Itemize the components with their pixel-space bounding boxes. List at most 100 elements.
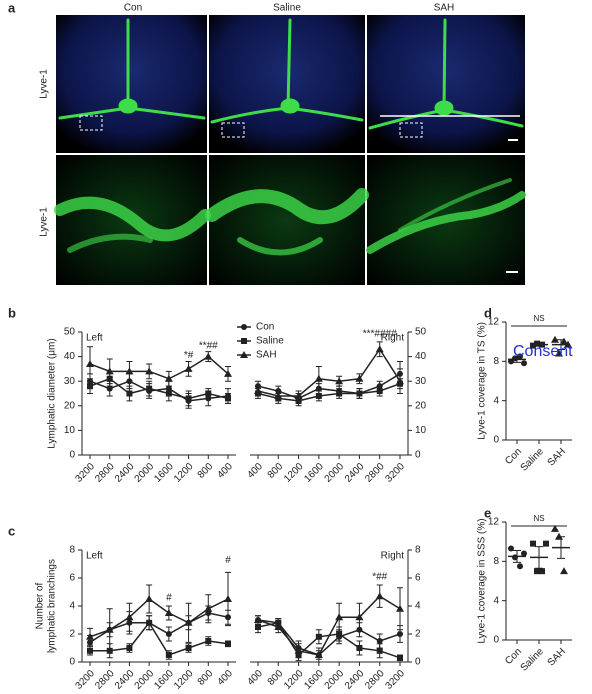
data-point	[543, 540, 549, 547]
data-point	[521, 550, 527, 557]
data-point	[125, 367, 134, 375]
side-label: Left	[86, 551, 103, 562]
x-tick-label: 400	[215, 461, 235, 481]
data-point	[355, 613, 364, 621]
data-point	[376, 638, 383, 644]
x-tick-label: 1200	[282, 668, 306, 692]
data-point	[539, 568, 545, 575]
x-tick-label: 1200	[282, 461, 306, 485]
annotation: #	[225, 555, 231, 566]
data-point	[375, 345, 384, 353]
data-point	[356, 390, 363, 397]
legend-marker	[241, 324, 247, 330]
y-tick-label: 8	[415, 545, 421, 556]
x-tick-label: SAH	[546, 646, 568, 668]
data-point	[274, 391, 283, 399]
data-point	[397, 654, 403, 661]
y-tick-label: 0	[415, 450, 421, 461]
x-tick-label: 1600	[302, 461, 326, 485]
data-point	[204, 352, 213, 360]
y-tick-label: 0	[415, 657, 421, 668]
data-point	[224, 369, 232, 377]
error-bar	[513, 550, 521, 563]
data-point	[165, 631, 172, 637]
data-point	[255, 624, 261, 630]
series-line	[89, 355, 229, 380]
data-point	[87, 647, 93, 654]
y-tick-label: 6	[69, 573, 75, 584]
data-point	[105, 625, 114, 633]
data-point	[146, 619, 153, 626]
x-tick-label: 3200	[383, 668, 407, 692]
data-point	[86, 632, 94, 640]
x-tick-label: 1600	[152, 668, 176, 692]
data-point	[336, 390, 343, 397]
column-label: Saline	[273, 3, 301, 14]
data-point	[294, 391, 303, 399]
data-point	[164, 609, 173, 616]
image	[209, 155, 365, 285]
data-point	[396, 604, 404, 612]
data-point	[105, 367, 114, 375]
data-point	[274, 623, 283, 630]
error-bar	[557, 339, 565, 351]
y-tick-label: 8	[69, 545, 75, 556]
side-label: Right	[381, 551, 405, 562]
panel-letter: c	[8, 523, 15, 538]
panel-letter: d	[484, 305, 492, 320]
y-tick-label: 10	[64, 425, 76, 436]
y-axis-label: Lyve-1 coverage in TS (%)	[477, 322, 488, 440]
legend-label: SAH	[256, 350, 277, 361]
x-tick-label: 2800	[93, 668, 117, 692]
data-point	[551, 335, 559, 343]
data-point	[376, 647, 383, 654]
y-axis-label: Number of	[35, 582, 46, 629]
data-point	[375, 592, 384, 600]
annotation: NS	[533, 314, 544, 323]
y-axis-label: Lymphatic diameter (μm)	[47, 338, 58, 448]
micrographs	[54, 15, 526, 285]
data-point	[87, 383, 93, 390]
data-point	[397, 631, 403, 637]
x-tick-label: 2800	[363, 668, 387, 692]
y-tick-label: 0	[493, 435, 499, 446]
column-label: SAH	[434, 3, 455, 14]
data-point	[225, 640, 231, 647]
legend-marker	[240, 351, 248, 358]
x-tick-label: 400	[245, 461, 265, 481]
data-point	[225, 395, 231, 402]
x-tick-label: 800	[196, 668, 216, 688]
y-tick-label: 50	[64, 327, 76, 338]
data-point	[146, 385, 153, 392]
annotation: *#	[184, 350, 194, 361]
panel-letter: e	[484, 505, 491, 520]
x-tick-label: 1200	[172, 461, 196, 485]
column-label: Con	[124, 3, 142, 14]
x-tick-label: SAH	[546, 446, 568, 468]
error-bar	[535, 546, 543, 569]
y-tick-label: 30	[415, 376, 427, 387]
data-point	[530, 342, 536, 349]
y-tick-label: 4	[493, 395, 499, 406]
data-point	[356, 645, 363, 651]
x-tick-label: 2400	[343, 461, 367, 485]
y-tick-label: 12	[488, 317, 500, 328]
data-point	[508, 545, 514, 552]
x-tick-label: 1600	[302, 668, 326, 692]
series-line	[89, 612, 229, 644]
data-point	[355, 374, 364, 382]
y-tick-label: 4	[69, 601, 75, 612]
data-point	[86, 359, 94, 367]
y-tick-label: 20	[64, 400, 76, 411]
x-tick-label: 2000	[133, 461, 157, 485]
side-label: Left	[86, 333, 103, 344]
data-point	[254, 616, 262, 623]
x-tick-label: Saline	[519, 446, 547, 474]
data-point	[314, 374, 323, 382]
data-point	[126, 645, 133, 651]
data-point	[165, 390, 172, 397]
legend-label: Saline	[256, 336, 284, 347]
x-tick-label: 2400	[343, 668, 367, 692]
data-point	[560, 567, 568, 575]
